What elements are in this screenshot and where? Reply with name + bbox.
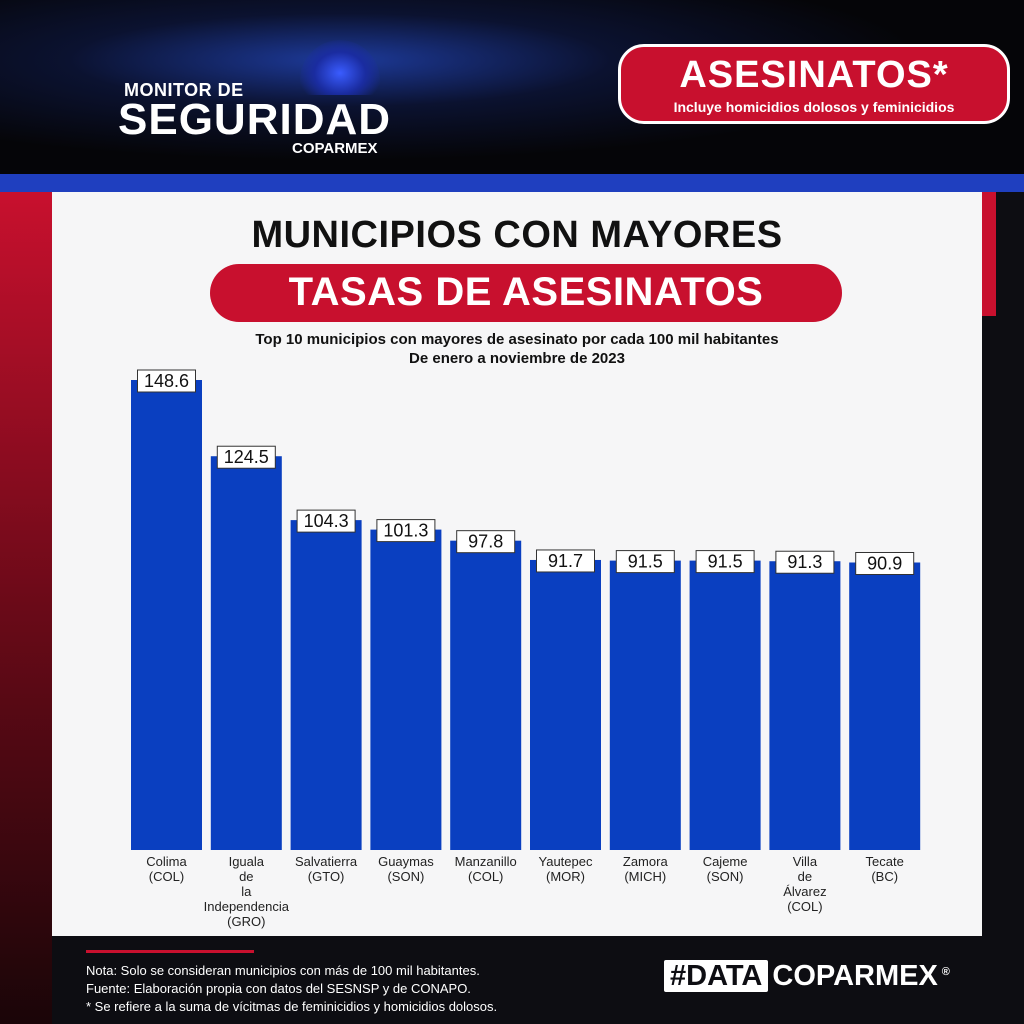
- bar-3: [290, 520, 362, 850]
- value-label: 91.5: [708, 552, 743, 572]
- category-label: Iguala de la Independencia (GRO): [204, 854, 290, 929]
- value-label-box: [695, 550, 755, 574]
- category-label: Villa de Álvarez (COL): [783, 854, 826, 914]
- footer-note: Nota: Solo se consideran municipios con …: [86, 963, 480, 978]
- footer-red-rule: [86, 950, 254, 953]
- category-label: Manzanillo (COL): [455, 854, 517, 884]
- chart-title-line2: TASAS DE ASESINATOS: [288, 270, 764, 314]
- logo-line1: MONITOR DE: [124, 80, 244, 100]
- category-label-line: Colima: [146, 854, 187, 869]
- chart-title-pill: TASAS DE ASESINATOS: [210, 264, 842, 322]
- category-label-line: Álvarez: [783, 884, 826, 899]
- value-label-box: [376, 519, 436, 543]
- value-label: 101.3: [383, 521, 428, 541]
- category-label-line: la: [241, 884, 252, 899]
- category-label: Guaymas (SON): [378, 854, 434, 884]
- footer-notes: Nota: Solo se consideran municipios con …: [86, 962, 497, 1016]
- value-label-box: [855, 551, 915, 575]
- badge-title: ASESINATOS*: [679, 54, 949, 96]
- category-label-line: (COL): [468, 869, 503, 884]
- category-label: Cajeme (SON): [703, 854, 748, 884]
- category-label-line: (SON): [707, 869, 744, 884]
- category-label-line: (COL): [149, 869, 184, 884]
- bar-2: [210, 456, 282, 850]
- value-label-box: [216, 445, 276, 469]
- category-label-line: (MOR): [546, 869, 585, 884]
- value-label-box: [456, 530, 516, 554]
- category-label-line: Villa: [793, 854, 818, 869]
- brand-registered-mark: ®: [941, 966, 950, 978]
- footer-source: Fuente: Elaboración propia con datos del…: [86, 981, 471, 996]
- category-label-line: (MICH): [624, 869, 666, 884]
- category-label-line: de: [798, 869, 812, 884]
- category-label: Zamora (MICH): [623, 854, 669, 884]
- category-label-line: (GTO): [308, 869, 345, 884]
- bar-10: [849, 562, 921, 850]
- value-label: 91.3: [787, 552, 822, 572]
- category-label-line: Zamora: [623, 854, 669, 869]
- value-label: 104.3: [304, 511, 349, 531]
- logo-line3: COPARMEX: [292, 140, 378, 157]
- chart-title-line1: MUNICIPIOS CON MAYORES: [251, 214, 783, 256]
- value-label: 97.8: [468, 532, 503, 552]
- category-label: Colima (COL): [146, 854, 187, 884]
- category-label: Salvatierra (GTO): [295, 854, 358, 884]
- header-band: MONITOR DE SEGURIDAD COPARMEX ASESINATOS…: [0, 0, 1024, 178]
- bar-8: [689, 560, 761, 850]
- monitor-seguridad-logo: MONITOR DE SEGURIDAD COPARMEX: [118, 80, 418, 160]
- bar-4: [370, 529, 442, 850]
- category-label-line: Tecate: [866, 854, 904, 869]
- value-label: 124.5: [224, 447, 269, 467]
- category-label-line: Guaymas: [378, 854, 434, 869]
- asesinatos-badge: ASESINATOS* Incluye homicidios dolosos y…: [618, 44, 1010, 124]
- value-label: 91.7: [548, 551, 583, 571]
- category-label-line: Salvatierra: [295, 854, 358, 869]
- value-label-box: [536, 549, 595, 573]
- footer-footnote: * Se refiere a la suma de vícitmas de fe…: [86, 999, 498, 1014]
- value-label-box: [615, 550, 675, 574]
- value-label-box: [137, 369, 196, 393]
- logo-line2: SEGURIDAD: [118, 95, 392, 144]
- category-label-line: de: [239, 869, 253, 884]
- category-label-line: Cajeme: [703, 854, 748, 869]
- category-label: Tecate (BC): [866, 854, 904, 884]
- category-label-line: (BC): [871, 869, 898, 884]
- category-label-line: Yautepec: [539, 854, 593, 869]
- value-label: 90.9: [867, 553, 902, 573]
- blue-stripe: [0, 174, 1024, 192]
- brand-data-box: #DATA: [664, 960, 769, 992]
- left-red-border: [0, 192, 52, 1024]
- badge-subtitle: Incluye homicidios dolosos y feminicidio…: [673, 99, 955, 115]
- value-label-box: [775, 550, 835, 574]
- chart-subtitle-line1: Top 10 municipios con mayores de asesina…: [255, 331, 779, 348]
- category-label-line: (GRO): [227, 914, 265, 929]
- bar-9: [769, 561, 841, 850]
- category-label: Yautepec (MOR): [539, 854, 593, 884]
- category-label-line: Iguala: [229, 854, 265, 869]
- right-red-accent: [982, 192, 996, 316]
- bar-1: [131, 380, 202, 850]
- chart-subtitle: Top 10 municipios con mayores de asesina…: [52, 330, 982, 368]
- data-coparmex-brand: #DATA COPARMEX ®: [664, 960, 950, 994]
- right-dark-border: [1000, 192, 1024, 1024]
- value-label: 91.5: [628, 552, 663, 572]
- category-label-line: Manzanillo: [455, 854, 517, 869]
- value-label: 148.6: [144, 371, 189, 391]
- category-label-line: Independencia: [204, 899, 290, 914]
- value-label-box: [296, 509, 356, 533]
- chart-subtitle-line2: De enero a noviembre de 2023: [409, 350, 625, 367]
- brand-coparmex-text: COPARMEX: [772, 960, 938, 992]
- bar-6: [530, 559, 601, 850]
- bar-7: [609, 560, 681, 850]
- category-label-line: (SON): [387, 869, 424, 884]
- bar-5: [450, 540, 522, 850]
- category-label-line: (COL): [787, 899, 822, 914]
